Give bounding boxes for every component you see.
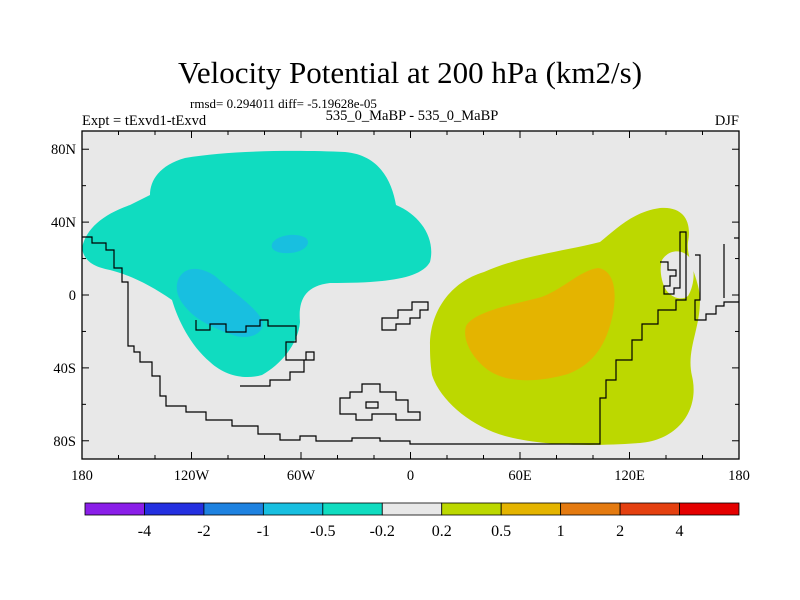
map-panel: 180 120W 60W 0 60E 120E 180 80N 40N 0 40S 80S <box>51 130 750 484</box>
x-tick-label: 0 <box>407 468 414 484</box>
colorbar-label: -0.2 <box>370 523 395 540</box>
colorbar: -4 -2 -1 -0.5 -0.2 0.2 0.5 1 2 4 <box>84 502 740 540</box>
x-tick-label: 120W <box>174 468 210 484</box>
y-tick-label: 40S <box>53 361 76 377</box>
chart-title: Velocity Potential at 200 hPa (km2/s) <box>178 55 642 90</box>
region-negative-outer <box>82 150 432 378</box>
coastlines <box>82 231 739 445</box>
x-tick-label: 180 <box>728 468 750 484</box>
colorbar-swatch <box>500 502 562 516</box>
x-tick-label: 60W <box>287 468 316 484</box>
y-axis: 80N 40N 0 40S 80S <box>51 142 739 450</box>
colorbar-swatch <box>262 502 324 516</box>
colorbar-swatch <box>144 502 205 516</box>
colorbar-label: -0.5 <box>310 523 335 540</box>
region-positive-inner <box>465 268 615 381</box>
region-negative-inner-small <box>271 234 309 254</box>
colorbar-swatch <box>322 502 383 516</box>
y-tick-label: 80S <box>53 434 76 450</box>
colorbar-label: 0.5 <box>491 523 511 540</box>
case-label: 535_0_MaBP - 535_0_MaBP <box>326 108 499 124</box>
colorbar-swatch <box>203 502 264 516</box>
stats-label: rmsd= 0.294011 diff= -5.19628e-05 <box>190 96 377 111</box>
region-negative-inner-west <box>176 268 263 338</box>
colorbar-label: 0.2 <box>432 523 452 540</box>
colorbar-label: 2 <box>616 523 624 540</box>
y-tick-label: 80N <box>51 142 77 158</box>
x-tick-label: 60E <box>508 468 532 484</box>
y-tick-label: 40N <box>51 215 77 231</box>
colorbar-swatch <box>381 502 443 516</box>
x-tick-label: 120E <box>614 468 645 484</box>
colorbar-swatch <box>619 502 680 516</box>
x-tick-label: 180 <box>71 468 93 484</box>
y-tick-label: 0 <box>69 288 76 304</box>
colorbar-label: 1 <box>557 523 565 540</box>
colorbar-swatch <box>679 502 740 516</box>
colorbar-swatch <box>441 502 502 516</box>
colorbar-label: -1 <box>257 523 270 540</box>
colorbar-swatch <box>84 502 145 516</box>
colorbar-label: 4 <box>676 523 684 540</box>
colorbar-label: -2 <box>197 523 210 540</box>
region-positive-hole <box>660 251 694 299</box>
colorbar-swatch <box>560 502 621 516</box>
season-label: DJF <box>715 113 739 129</box>
experiment-label: Expt = tExvd1-tExvd <box>82 113 207 129</box>
colorbar-label: -4 <box>138 523 151 540</box>
x-axis: 180 120W 60W 0 60E 120E 180 <box>71 131 750 484</box>
